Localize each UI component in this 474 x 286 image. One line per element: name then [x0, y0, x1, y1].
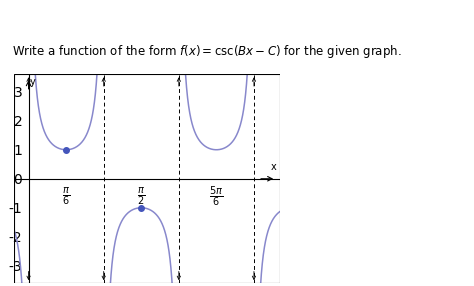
- Text: Sec 5.6 Graphs of Other Trig Functions: Sec 5.6 Graphs of Other Trig Functions: [25, 7, 179, 17]
- Text: y: y: [29, 77, 35, 87]
- Text: Write a function of the form $f(x) = \mathrm{csc}(Bx-C)$ for the given graph.: Write a function of the form $f(x) = \ma…: [12, 43, 401, 59]
- Text: x: x: [270, 162, 276, 172]
- Text: Question 9 of 10 (1 point)  │  Question Attempt: 1 of 5: Question 9 of 10 (1 point) │ Question At…: [25, 23, 232, 33]
